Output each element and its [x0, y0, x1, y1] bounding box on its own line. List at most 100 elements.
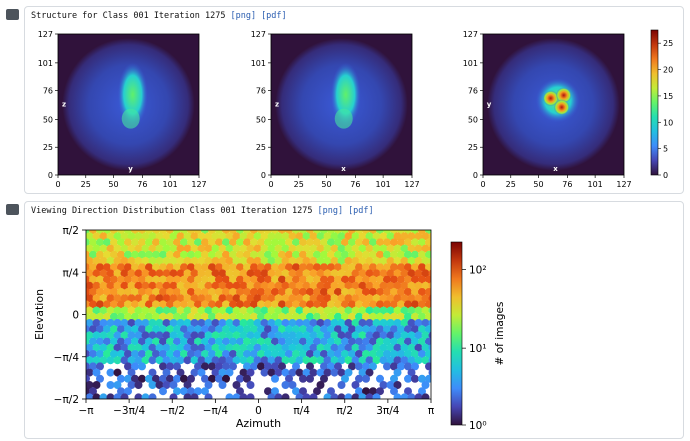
heatmap-bin: [86, 331, 94, 340]
heatmap-bin: [362, 312, 370, 321]
heatmap-bin: [390, 337, 398, 346]
heatmap-bin: [229, 337, 237, 346]
heatmap-bin: [390, 300, 398, 309]
heatmap-bin: [372, 331, 381, 340]
heatmap-bin: [113, 269, 122, 278]
heatmap-bin: [169, 257, 178, 265]
structure-png-link[interactable]: [png]: [230, 11, 257, 21]
y-tick-label: 101: [251, 59, 266, 68]
heatmap-bin: [372, 356, 381, 365]
heatmap-bin: [180, 312, 188, 321]
heatmap-bin: [183, 244, 192, 253]
heatmap-bin: [365, 368, 374, 377]
structure-panel: Structure for Class 001 Iteration 1275 [p…: [24, 6, 684, 194]
heatmap-bin: [404, 250, 412, 259]
heatmap-bin: [86, 337, 90, 346]
heatmap-bin: [299, 325, 307, 334]
heatmap-bin: [103, 288, 111, 296]
heatmap-bin: [278, 300, 286, 309]
heatmap-bin: [120, 281, 129, 290]
heatmap-bin: [86, 294, 94, 303]
heatmap-bin: [358, 232, 367, 241]
image-icon[interactable]: [6, 204, 19, 215]
heatmap-bin: [162, 269, 171, 278]
heatmap-bin: [299, 300, 307, 309]
heatmap-bin: [257, 350, 265, 358]
heatmap-bin: [260, 257, 269, 265]
y-tick-label: 0: [72, 310, 79, 322]
heatmap-bin: [264, 250, 272, 259]
heatmap-bin: [92, 356, 101, 365]
heatmap-bin: [218, 381, 227, 389]
heatmap-bin: [152, 250, 160, 259]
heatmap-bin: [166, 300, 174, 309]
heatmap-bin: [418, 238, 426, 247]
heatmap-bin: [180, 263, 188, 272]
heatmap-bin: [138, 325, 146, 334]
heatmap-bin: [176, 319, 185, 327]
heatmap-bin: [159, 300, 167, 309]
x-tick-label: π/4: [293, 405, 310, 417]
heatmap-bin: [306, 238, 314, 247]
heatmap-bin: [369, 387, 377, 396]
structure-pdf-link[interactable]: [pdf]: [261, 11, 287, 21]
heatmap-bin: [330, 306, 339, 315]
heatmap-bin: [436, 282, 444, 290]
heatmap-bin: [386, 281, 395, 290]
heatmap-bin: [271, 300, 279, 309]
heatmap-bin: [397, 300, 405, 309]
heatmap-bin: [239, 306, 248, 315]
heatmap-bin: [173, 288, 181, 296]
heatmap-bin: [257, 312, 265, 321]
heatmap-bin: [309, 269, 318, 278]
heatmap-bin: [302, 343, 311, 352]
heatmap-bin: [124, 312, 132, 321]
heatmap-bin: [127, 356, 136, 365]
heatmap-bin: [271, 387, 279, 396]
viewing-direction-panel: Viewing Direction Distribution Class 001…: [24, 201, 684, 439]
heatmap-bin: [436, 344, 444, 352]
heatmap-bin: [432, 300, 440, 308]
heatmap-bin: [187, 238, 195, 247]
heatmap-bin: [222, 275, 230, 284]
heatmap-bin: [257, 263, 265, 272]
heatmap-bin: [124, 300, 132, 309]
heatmap-bin: [138, 337, 146, 346]
heatmap-bin: [365, 269, 374, 278]
image-icon[interactable]: [6, 9, 19, 20]
heatmap-bin: [106, 381, 115, 389]
heatmap-bin: [96, 288, 104, 296]
heatmap-bin: [271, 400, 279, 408]
heatmap-bin: [281, 356, 290, 365]
heatmap-bin: [246, 294, 255, 303]
heatmap-bin: [390, 288, 398, 296]
heatmap-bin: [418, 250, 426, 259]
heatmap-bin: [197, 232, 206, 241]
heatmap-bin: [113, 294, 122, 303]
y-tick-label: −π/2: [54, 394, 79, 406]
viewing-png-link[interactable]: [png]: [317, 206, 344, 216]
x-tick-label: −3π/4: [113, 405, 145, 417]
heatmap-bin: [432, 362, 440, 370]
heatmap-bin: [253, 269, 262, 278]
heatmap-bin: [86, 300, 90, 309]
heatmap-bin: [257, 250, 265, 259]
heatmap-bin: [145, 350, 153, 358]
heatmap-bin: [159, 312, 167, 321]
heatmap-bin: [425, 288, 431, 296]
heatmap-bin: [365, 257, 374, 265]
heatmap-bin: [260, 343, 269, 352]
heatmap-bin: [292, 312, 300, 321]
heatmap-bin: [425, 350, 431, 358]
heatmap-bin: [372, 393, 381, 399]
heatmap-bin: [194, 350, 202, 358]
heatmap-bin: [120, 244, 129, 253]
heatmap-bin: [397, 325, 405, 334]
viewing-pdf-link[interactable]: [pdf]: [348, 206, 374, 216]
heatmap-bin: [176, 257, 185, 265]
heatmap-bin: [351, 343, 360, 352]
heatmap-bin: [113, 368, 122, 377]
heatmap-bin: [421, 257, 430, 265]
x-tick-label: −π: [78, 405, 94, 417]
heatmap-bin: [393, 306, 402, 315]
